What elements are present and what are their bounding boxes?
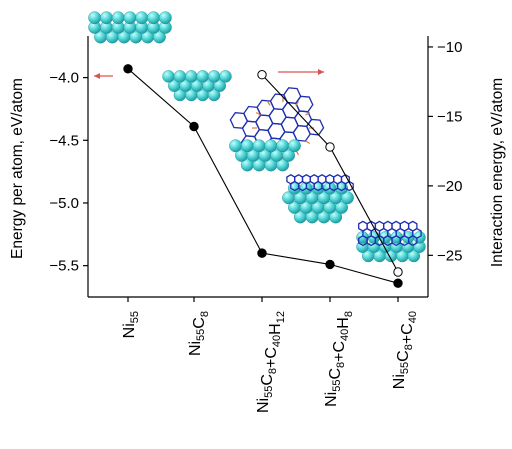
ni55c8-c40-cluster-illustration	[356, 231, 426, 263]
c40h12-graphene-illustration	[229, 87, 325, 161]
atom	[335, 200, 348, 214]
ni55c8-cluster-illustration	[162, 70, 232, 102]
hydrogen-bond	[295, 100, 300, 106]
atom	[135, 11, 149, 25]
c40h8-graphene-illustration	[286, 174, 354, 192]
x-tick-label: Ni55C8+C40H8	[323, 311, 355, 407]
hydrogen-bond	[305, 140, 311, 145]
ni55c8-c40h12-cluster-illustration	[229, 139, 301, 172]
atom	[329, 210, 343, 224]
arrow-head	[318, 69, 324, 75]
left-y-tick-label: −4.5	[49, 132, 79, 149]
graphene-hex	[407, 235, 418, 247]
ni55-cluster-illustration	[88, 11, 172, 44]
atom	[264, 139, 278, 153]
x-tick-label: Ni55C8+C40H12	[255, 311, 287, 413]
atom	[341, 191, 354, 205]
series-layer	[94, 64, 403, 288]
left-y-tick-label: −5.5	[49, 258, 79, 275]
right-y-tick-label: −25	[437, 247, 462, 264]
atom	[229, 139, 242, 153]
data-point-right	[393, 267, 403, 277]
data-point-right	[257, 70, 267, 80]
atom	[288, 139, 301, 153]
data-point-left	[189, 121, 199, 132]
data-point-left	[393, 278, 403, 288]
atom	[162, 70, 175, 83]
ni55c8-c40h8-cluster-illustration	[282, 181, 354, 224]
atom	[153, 30, 166, 44]
atom	[88, 11, 102, 25]
data-point-left	[257, 248, 267, 258]
cluster-illustrations	[88, 11, 426, 263]
right-axis-arrow	[278, 69, 324, 75]
graphene-hex	[229, 112, 249, 129]
labels-layer: −4.0 −4.5 −5.0 −5.5 −10 −15 −20 −25 Energy per a…	[9, 39, 506, 413]
c40-graphene-illustration	[358, 220, 422, 247]
x-tick-label: Ni55C8+C40	[391, 311, 419, 389]
atom	[207, 70, 221, 83]
x-tick-label: Ni55C8	[187, 311, 211, 356]
hydrogen-bond	[266, 100, 271, 106]
data-point-right	[325, 142, 335, 152]
right-y-tick-label: −20	[437, 178, 462, 195]
graphene-hex	[344, 180, 354, 192]
atom	[282, 148, 295, 162]
left-y-tick-label: −5.0	[49, 195, 79, 212]
atom	[147, 11, 160, 25]
atom	[219, 70, 232, 83]
atom	[100, 11, 113, 25]
axes	[83, 36, 433, 302]
atom	[185, 70, 198, 83]
right-y-tick-label: −10	[437, 39, 462, 56]
atom	[173, 70, 187, 83]
arrow-head	[94, 73, 100, 79]
atom	[252, 139, 266, 153]
atom	[276, 139, 290, 153]
atom	[276, 158, 290, 172]
atom	[240, 139, 254, 153]
right-y-axis-title: Interaction energy, eV/atom	[489, 78, 506, 267]
left-y-axis-title: Energy per atom, eV/atom	[9, 78, 26, 259]
atom	[407, 249, 420, 263]
right-y-tick-label: −15	[437, 108, 462, 125]
atom	[213, 79, 227, 92]
hydrogen-bond	[305, 111, 311, 116]
atom	[123, 11, 137, 25]
data-point-left	[123, 64, 133, 74]
data-point-left	[325, 259, 335, 270]
atom	[158, 11, 172, 25]
atom	[196, 70, 209, 83]
left-y-tick-label: −4.0	[49, 70, 79, 87]
left-axis-arrow	[94, 73, 113, 79]
atom	[207, 88, 221, 102]
x-tick-label: Ni55	[121, 311, 141, 338]
atom	[111, 11, 125, 25]
graphene-hex	[305, 118, 325, 136]
hydrogen-bond	[255, 111, 261, 116]
